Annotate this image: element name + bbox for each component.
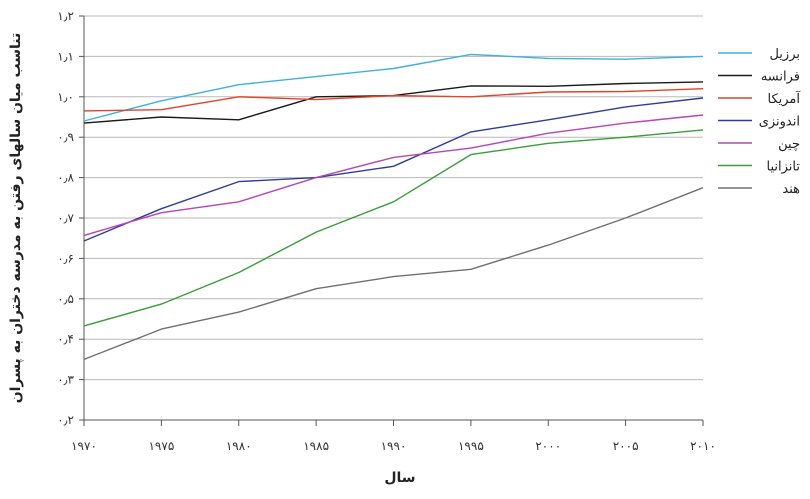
- y-tick-labels: ۰٫۲ ۰٫۳ ۰٫۴ ۰٫۵ ۰٫۶ ۰٫۷ ۰٫۸ ۰٫۹ ۱٫۰ ۱٫۱ ۱٫۲: [57, 9, 74, 427]
- x-tick-label: ۲۰۱۰: [690, 439, 716, 453]
- series-line-6: [83, 187, 704, 361]
- y-tick-label: ۰٫۷: [57, 211, 74, 225]
- y-tick-label: ۱٫۱: [57, 49, 74, 63]
- grid: [84, 15, 703, 421]
- y-tick-label: ۱٫۲: [57, 9, 74, 23]
- legend-label-0: برزیل: [769, 47, 800, 62]
- series-line-2: [83, 88, 704, 112]
- x-tick-label: ۲۰۰۵: [613, 439, 639, 453]
- legend: برزیل فرانسه آمریکا اندونزی چین تانزانیا هند: [718, 47, 801, 197]
- x-tick-label: ۱۹۹۰: [381, 439, 407, 453]
- y-tick-label: ۰٫۵: [57, 292, 74, 306]
- x-tick-label: ۱۹۸۰: [226, 439, 252, 453]
- y-tick-label: ۰٫۲: [57, 413, 74, 427]
- legend-label-3: اندونزی: [759, 115, 800, 130]
- series-line-0: [83, 53, 704, 122]
- series-lines: [83, 53, 704, 361]
- legend-label-2: آمریکا: [767, 90, 801, 107]
- series-line-5: [83, 129, 704, 327]
- y-tick-label: ۱٫۰: [57, 90, 74, 104]
- series-line-1: [83, 81, 704, 124]
- legend-label-4: چین: [778, 137, 800, 152]
- x-tick-labels: ۱۹۷۰ ۱۹۷۵ ۱۹۸۰ ۱۹۸۵ ۱۹۹۰ ۱۹۹۵ ۲۰۰۰ ۲۰۰۵ ۲۰۱۰: [71, 439, 716, 453]
- y-tick-label: ۰٫۹: [57, 130, 74, 144]
- x-tick-label: ۱۹۸۵: [303, 439, 329, 453]
- x-tick-label: ۲۰۰۰: [535, 439, 561, 453]
- y-tick-label: ۰٫۳: [57, 373, 74, 387]
- series-line-4: [83, 114, 704, 237]
- legend-label-1: فرانسه: [761, 70, 800, 85]
- legend-label-6: هند: [782, 182, 800, 197]
- series-line-3: [83, 97, 704, 242]
- y-axis-title: تناسب میان سالهای رفتن به مدرسه دختران ب…: [8, 33, 24, 404]
- legend-label-5: تانزانیا: [767, 160, 801, 175]
- axes: [79, 15, 704, 426]
- x-axis-title: سال: [384, 470, 415, 486]
- y-tick-label: ۰٫۶: [57, 251, 74, 265]
- y-tick-label: ۰٫۸: [57, 171, 74, 185]
- x-tick-label: ۱۹۷۵: [148, 439, 174, 453]
- x-tick-label: ۱۹۷۰: [71, 439, 97, 453]
- x-tick-label: ۱۹۹۵: [458, 439, 484, 453]
- y-tick-label: ۰٫۴: [57, 332, 74, 346]
